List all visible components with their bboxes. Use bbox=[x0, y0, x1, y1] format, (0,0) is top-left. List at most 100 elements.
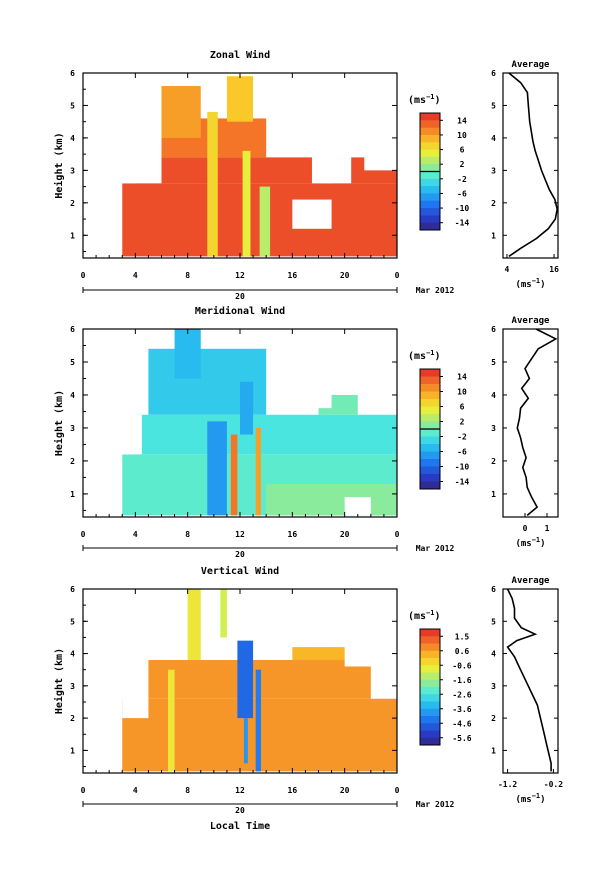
colorbar-unit: (ms−1) bbox=[408, 93, 441, 106]
colorbar-segment bbox=[420, 149, 440, 158]
x-tick-label: 8 bbox=[185, 786, 190, 795]
profile-x-tick-label: 16 bbox=[549, 265, 559, 274]
x-tick-label: 4 bbox=[133, 530, 138, 539]
average-profile-panel: Average 1 2 3 4 5 6 -1.2 -0.2 (ms−1) bbox=[491, 576, 563, 805]
x-tick-label: 8 bbox=[185, 271, 190, 280]
colorbar-segment bbox=[420, 643, 440, 652]
colorbar-unit: (ms−1) bbox=[408, 609, 441, 622]
heatmap-cell bbox=[135, 414, 398, 455]
colorbar-tick-label: 6 bbox=[460, 146, 465, 155]
x-tick-label: 0 bbox=[395, 271, 400, 280]
y-tick-label: 5 bbox=[70, 358, 75, 367]
x-tick-label: 16 bbox=[288, 530, 298, 539]
colorbar-segment bbox=[420, 178, 440, 187]
profile-y-tick-label: 5 bbox=[491, 358, 496, 367]
colorbar-tick-label: 1.5 bbox=[455, 632, 470, 641]
date-label: 20 bbox=[235, 292, 245, 301]
colorbar-segment bbox=[420, 481, 440, 490]
profile-y-tick-label: 6 bbox=[491, 69, 496, 78]
y-tick-label: 3 bbox=[70, 424, 75, 433]
x-tick-label: 0 bbox=[395, 786, 400, 795]
heatmap-cell bbox=[220, 589, 227, 638]
colorbar-unit-exp: −1 bbox=[426, 93, 434, 101]
colorbar-segment bbox=[420, 436, 440, 445]
y-tick-label: 5 bbox=[70, 617, 75, 626]
chart-title: Zonal Wind bbox=[210, 49, 270, 61]
colorbar-tick-label: 14 bbox=[457, 116, 467, 125]
colorbar-segment bbox=[420, 200, 440, 209]
y-tick-label: 3 bbox=[70, 682, 75, 691]
colorbar-unit: (ms−1) bbox=[408, 349, 441, 362]
colorbar-unit-close: ) bbox=[435, 611, 441, 622]
profile-x-label-close: ) bbox=[540, 280, 545, 290]
colorbar-segment bbox=[420, 636, 440, 644]
profile-y-tick-label: 1 bbox=[491, 231, 496, 240]
profile-x-label: (ms−1) bbox=[515, 792, 545, 805]
profile-x-label-text: (ms bbox=[515, 280, 531, 290]
colorbar-unit-text: (ms bbox=[408, 611, 426, 622]
colorbar-segment bbox=[420, 672, 440, 681]
colorbar-tick-label: -3.6 bbox=[452, 705, 471, 714]
colorbar-segment bbox=[420, 694, 440, 702]
colorbar-segment bbox=[420, 215, 440, 224]
profile-y-tick-label: 1 bbox=[491, 490, 496, 499]
heatmap-cell bbox=[237, 640, 254, 719]
heatmap-cell bbox=[187, 589, 201, 661]
date-label: 20 bbox=[235, 550, 245, 559]
colorbar-tick-label: 14 bbox=[457, 373, 467, 382]
colorbar-unit-close: ) bbox=[435, 351, 441, 362]
profile-y-tick-label: 2 bbox=[491, 457, 496, 466]
missing-data-gap bbox=[122, 414, 142, 455]
profile-y-tick-label: 3 bbox=[491, 424, 496, 433]
colorbar-segment bbox=[420, 369, 440, 377]
heatmap-cell bbox=[207, 421, 227, 516]
profile-x-label-exp: −1 bbox=[532, 536, 540, 544]
average-profile-panel: Average 1 2 3 4 5 6 4 16 (ms−1) bbox=[491, 60, 559, 290]
colorbar-segment bbox=[420, 679, 440, 688]
y-tick-label: 6 bbox=[70, 69, 75, 78]
y-tick-label: 1 bbox=[70, 231, 75, 240]
colorbar-tick-label: 10 bbox=[457, 131, 467, 140]
profile-x-tick-label: 1 bbox=[545, 524, 550, 533]
y-tick-label: 1 bbox=[70, 490, 75, 499]
profile-y-tick-label: 6 bbox=[491, 325, 496, 334]
profile-y-tick-label: 4 bbox=[491, 650, 496, 659]
profile-x-tick-label: 0 bbox=[523, 524, 528, 533]
colorbar-tick-label: -2.6 bbox=[452, 690, 471, 699]
heatmap-cell bbox=[135, 157, 319, 184]
colorbar-tick-label: -10 bbox=[455, 463, 470, 472]
colorbar-tick-label: -4.6 bbox=[452, 719, 471, 728]
y-tick-label: 2 bbox=[70, 457, 75, 466]
heatmap-cell bbox=[207, 111, 218, 257]
profile-frame bbox=[502, 328, 559, 518]
x-tick-label: 0 bbox=[81, 530, 86, 539]
month-label: Mar 2012 bbox=[416, 544, 455, 553]
y-axis-label: Height (km) bbox=[53, 132, 65, 198]
profile-y-tick-label: 4 bbox=[491, 134, 496, 143]
profile-frame bbox=[502, 588, 559, 774]
missing-data-gap bbox=[298, 378, 332, 409]
profile-x-label-close: ) bbox=[540, 795, 545, 805]
heatmap-field bbox=[122, 589, 397, 772]
colorbar-segment bbox=[420, 127, 440, 136]
heatmap-cell bbox=[242, 150, 251, 257]
colorbar-tick-label: 0.6 bbox=[455, 647, 470, 656]
x-axis-label: Local Time bbox=[210, 820, 270, 832]
missing-data-gap bbox=[292, 199, 332, 229]
date-label: 20 bbox=[235, 806, 245, 815]
heatmap-cell bbox=[255, 669, 261, 772]
missing-data-gap bbox=[311, 154, 352, 184]
heatmap-cell bbox=[259, 186, 271, 257]
missing-data-gap bbox=[344, 497, 371, 516]
profile-y-tick-label: 5 bbox=[491, 101, 496, 110]
colorbar-segment bbox=[420, 701, 440, 710]
colorbar-segment bbox=[420, 629, 440, 637]
y-tick-label: 4 bbox=[70, 134, 75, 143]
profile-x-label-text: (ms bbox=[515, 539, 531, 549]
x-tick-label: 12 bbox=[235, 271, 245, 280]
profile-y-tick-label: 2 bbox=[491, 199, 496, 208]
